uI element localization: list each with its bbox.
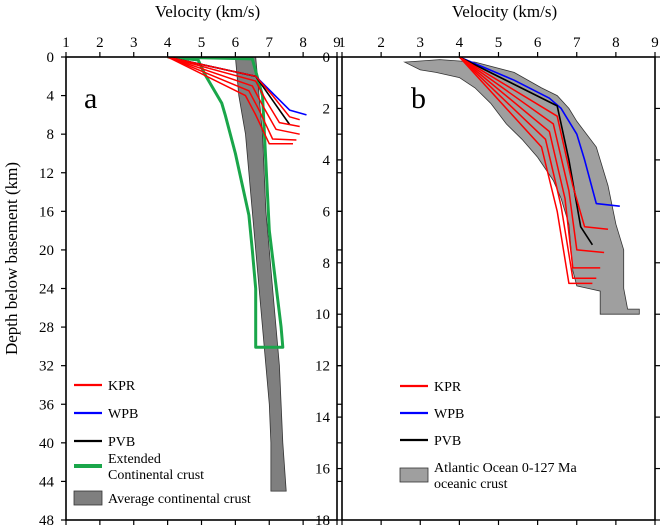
legend-label-pvb: PVB <box>434 434 461 449</box>
y-tick-label: 14 <box>315 410 331 426</box>
x-tick-label: 9 <box>333 35 341 51</box>
legend-swatch-atlantic-ocean-0-127-ma-oceanic-crust <box>399 467 429 483</box>
legend-label-pvb: PVB <box>108 435 135 450</box>
x-tick-label: 9 <box>651 35 659 51</box>
legend-label-average-continental-crust: Average continental crust <box>108 492 251 507</box>
panel-label: a <box>84 82 97 115</box>
x-tick-label: 1 <box>62 35 70 51</box>
x-tick-label: 7 <box>573 35 581 51</box>
x-tick-label: 8 <box>612 35 620 51</box>
x-tick-label: 1 <box>338 35 346 51</box>
y-tick-label: 4 <box>323 153 331 169</box>
y-tick-label: 48 <box>39 513 54 529</box>
legend-label-wpb: WPB <box>108 407 138 422</box>
y-tick-label: 0 <box>323 50 331 66</box>
legend-label-kpr: KPR <box>434 380 462 395</box>
panel-label: b <box>411 82 426 115</box>
y-tick-label: 16 <box>315 462 331 478</box>
series-kpr-line-5 <box>167 57 293 145</box>
legend: KPR WPB PVB Atlantic Ocean 0-127 Maoceanic … <box>399 380 577 492</box>
x-tick-label: 4 <box>456 35 464 51</box>
series-kpr-line-3 <box>167 57 300 135</box>
series-extended-continental-crust-line <box>167 57 285 349</box>
y-tick-label: 16 <box>39 204 55 220</box>
x-tick-label: 7 <box>266 35 274 51</box>
x-tick-label: 6 <box>534 35 542 51</box>
y-tick-label: 40 <box>39 436 54 452</box>
x-tick-label: 5 <box>198 35 206 51</box>
y-tick-label: 12 <box>39 166 54 182</box>
series-kpr-line-1 <box>459 57 609 231</box>
series-kpr-line-1 <box>167 57 300 121</box>
series-wpb-line <box>459 57 620 207</box>
series-kpr-line-5 <box>458 57 593 285</box>
x-tick-label: 2 <box>96 35 104 51</box>
y-tick-label: 12 <box>315 359 330 375</box>
y-axis-title: Depth below basement (km) <box>2 162 21 355</box>
series-kpr-line-4 <box>167 57 297 141</box>
legend-label-extended-continental-crust: Extended <box>108 452 161 467</box>
y-tick-label: 8 <box>47 127 55 143</box>
x-tick-label: 3 <box>417 35 425 51</box>
series-pvb-line <box>459 57 594 246</box>
x-tick-label: 3 <box>130 35 138 51</box>
x-tick-label: 5 <box>495 35 503 51</box>
y-tick-label: 0 <box>47 50 55 66</box>
y-tick-label: 24 <box>39 282 55 298</box>
y-tick-label: 44 <box>39 474 55 490</box>
series-atlantic-ocean-0-127-ma-oceanic-crust-area <box>403 59 640 315</box>
series-kpr-line-3 <box>458 57 601 269</box>
series-average-continental-crust-area <box>234 57 287 492</box>
series-kpr-line-4 <box>458 57 597 279</box>
y-tick-label: 18 <box>315 513 330 529</box>
y-tick-label: 2 <box>323 101 331 117</box>
x-axis-title: Velocity (km/s) <box>452 2 557 21</box>
legend-label-atlantic-ocean-0-127-ma-oceanic-crust: Atlantic Ocean 0-127 Ma <box>434 461 577 476</box>
legend-swatch-average-continental-crust <box>73 490 103 506</box>
x-tick-label: 4 <box>164 35 172 51</box>
legend-label-extended-continental-crust: Continental crust <box>108 468 204 483</box>
y-tick-label: 36 <box>39 397 55 413</box>
series-kpr-line-2 <box>167 57 300 128</box>
y-tick-label: 10 <box>315 307 330 323</box>
x-tick-label: 2 <box>377 35 385 51</box>
y-tick-label: 20 <box>39 243 54 259</box>
x-tick-label: 6 <box>232 35 240 51</box>
plot-area <box>403 57 640 315</box>
y-tick-label: 32 <box>39 359 54 375</box>
y-tick-label: 6 <box>323 204 331 220</box>
panel-a: 1 2 3 4 5 6 7 8 904812162024283236404448Velocity… <box>2 2 342 529</box>
y-tick-label: 28 <box>39 320 54 336</box>
y-tick-label: 4 <box>47 89 55 105</box>
series-kpr-line-2 <box>458 57 605 254</box>
plot-area <box>167 57 307 492</box>
x-tick-label: 8 <box>299 35 307 51</box>
x-axis-title: Velocity (km/s) <box>155 2 260 21</box>
y-tick-label: 8 <box>323 256 331 272</box>
legend-label-atlantic-ocean-0-127-ma-oceanic-crust: oceanic crust <box>434 477 508 492</box>
legend-label-wpb: WPB <box>434 407 464 422</box>
legend-label-kpr: KPR <box>108 379 136 394</box>
